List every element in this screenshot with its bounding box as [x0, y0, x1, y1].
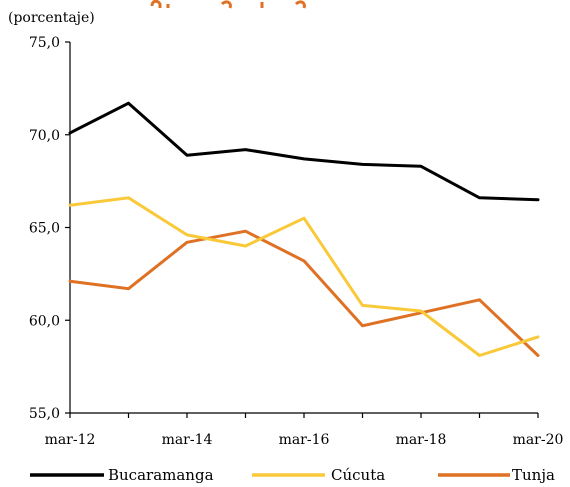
y-axis-ticks: 75,0 70,0 65,0 60,0 55,0: [29, 35, 70, 422]
y-tick-label: 75,0: [29, 35, 60, 51]
series-layer: [68, 101, 540, 357]
x-tick-label: mar-14: [162, 432, 213, 448]
series-line-c-cuta: [68, 196, 540, 357]
legend-label-tunja: Tunja: [512, 466, 555, 484]
y-tick-label: 60,0: [29, 313, 60, 329]
x-tick-label: mar-20: [513, 432, 564, 448]
series-line-tunja: [68, 229, 540, 357]
x-tick-label: mar-12: [45, 432, 96, 448]
legend-label-c-cuta: Cúcuta: [331, 466, 385, 484]
chart-title-fragment: [150, 0, 306, 9]
y-tick-label: 65,0: [29, 221, 60, 237]
legend-label-bucaramanga: Bucaramanga: [108, 466, 214, 484]
axes: [69, 42, 538, 414]
series-line-bucaramanga: [68, 101, 540, 202]
legend: Bucaramanga Cúcuta Tunja: [30, 466, 555, 484]
y-tick-label: 55,0: [29, 406, 60, 422]
unit-label: (porcentaje): [8, 10, 95, 26]
x-axis-ticks: mar-12 mar-14 mar-16 mar-18 mar-20: [45, 413, 564, 448]
x-tick-label: mar-18: [396, 432, 447, 448]
y-tick-label: 70,0: [29, 128, 60, 144]
x-tick-label: mar-16: [279, 432, 330, 448]
